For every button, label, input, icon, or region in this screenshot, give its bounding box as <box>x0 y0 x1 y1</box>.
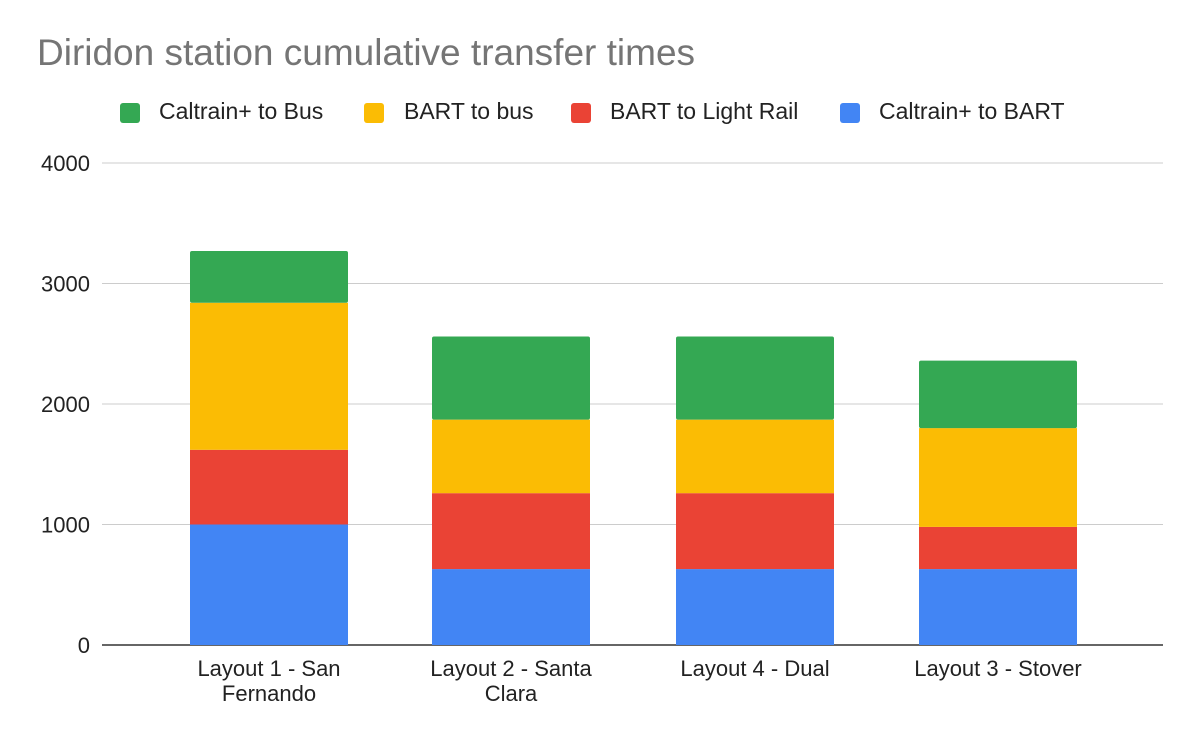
legend-swatch-caltrain-to-bart <box>840 103 860 123</box>
x-category-label-1-line-1: Layout 1 - San <box>197 656 340 681</box>
bar-segment-caltrain-to-bus-4 <box>919 360 1077 429</box>
y-tick-label-1000: 1000 <box>41 513 90 538</box>
bar-segment-bart-to-light-rail-1 <box>190 449 348 525</box>
legend-swatch-caltrain-to-bus <box>120 103 140 123</box>
bar-segment-bart-to-bus-4 <box>919 428 1077 527</box>
bar-segment-bart-to-bus-2 <box>432 419 590 494</box>
bar-segment-caltrain-to-bus-3 <box>676 336 834 420</box>
bar-segment-bart-to-light-rail-3 <box>676 493 834 570</box>
bar-segment-caltrain-to-bart-2 <box>432 569 590 645</box>
y-tick-label-3000: 3000 <box>41 272 90 297</box>
legend-swatch-bart-to-bus <box>364 103 384 123</box>
x-category-label-2-line-2: Clara <box>485 681 538 706</box>
legend-label-bart-to-light-rail: BART to Light Rail <box>610 98 799 124</box>
legend-swatch-bart-to-light-rail <box>571 103 591 123</box>
bar-segment-caltrain-to-bart-3 <box>676 569 834 645</box>
bar-segment-caltrain-to-bart-1 <box>190 524 348 645</box>
x-category-label-2-line-1: Layout 2 - Santa <box>430 656 592 681</box>
x-category-label-4: Layout 3 - Stover <box>914 656 1082 681</box>
bar-segment-caltrain-to-bus-2 <box>432 336 590 420</box>
bar-segment-bart-to-light-rail-4 <box>919 526 1077 570</box>
y-tick-label-2000: 2000 <box>41 392 90 417</box>
x-category-label-3: Layout 4 - Dual <box>680 656 829 681</box>
legend-label-caltrain-to-bart: Caltrain+ to BART <box>879 98 1065 124</box>
y-tick-label-4000: 4000 <box>41 151 90 176</box>
legend-label-bart-to-bus: BART to bus <box>404 98 534 124</box>
y-tick-label-0: 0 <box>78 633 90 658</box>
bar-segment-caltrain-to-bart-4 <box>919 569 1077 645</box>
bar-segment-bart-to-light-rail-2 <box>432 493 590 570</box>
chart-title: Diridon station cumulative transfer time… <box>37 32 696 73</box>
legend-label-caltrain-to-bus: Caltrain+ to Bus <box>159 98 324 124</box>
bar-segment-bart-to-bus-3 <box>676 419 834 494</box>
x-category-label-1-line-2: Fernando <box>222 681 316 706</box>
bar-segment-caltrain-to-bus-1 <box>190 250 348 303</box>
bar-segment-bart-to-bus-1 <box>190 302 348 450</box>
